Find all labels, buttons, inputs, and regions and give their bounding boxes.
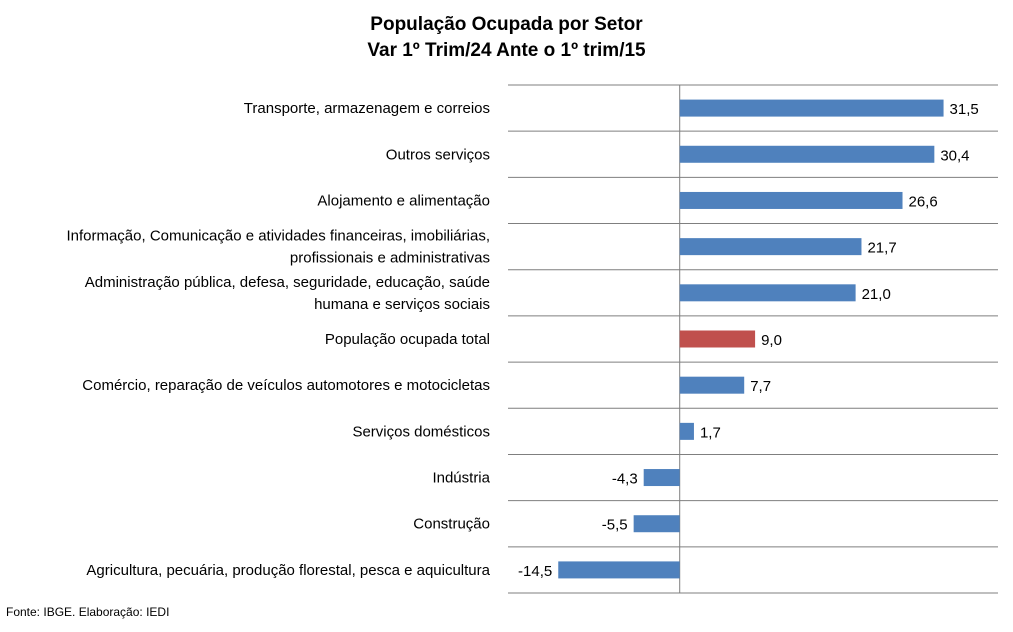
bar [679, 422, 694, 440]
data-label: 1,7 [700, 424, 721, 441]
category-label: Transporte, armazenagem e correios [244, 100, 490, 117]
bar [679, 238, 862, 256]
bar [679, 330, 756, 348]
category-label: Alojamento e alimentação [317, 192, 490, 209]
bar [679, 99, 944, 117]
data-label: 7,7 [750, 378, 771, 395]
data-label: 30,4 [940, 147, 969, 164]
category-label: Comércio, reparação de veículos automoto… [82, 377, 490, 394]
bar [679, 284, 856, 302]
chart-title-line-2: Var 1º Trim/24 Ante o 1º trim/15 [367, 40, 646, 61]
data-label: 31,5 [950, 101, 979, 118]
category-label: Construção [413, 516, 490, 533]
data-label: -5,5 [602, 517, 628, 534]
data-label: 21,7 [867, 240, 896, 257]
data-label: -4,3 [612, 471, 638, 488]
bar [679, 145, 935, 163]
category-label: Agricultura, pecuária, produção floresta… [86, 562, 490, 579]
category-label: Outros serviços [386, 146, 490, 163]
data-label: 21,0 [862, 286, 891, 303]
bar [558, 561, 680, 579]
data-label: 26,6 [909, 193, 938, 210]
bar [679, 191, 903, 209]
category-label: Informação, Comunicação e atividades fin… [66, 228, 490, 245]
bar [679, 376, 745, 394]
bar [633, 515, 680, 533]
data-label: 9,0 [761, 332, 782, 349]
category-label: humana e serviços sociais [314, 296, 490, 313]
chart-title: População Ocupada por Setor Var 1º Trim/… [0, 12, 1013, 64]
bar [643, 469, 680, 487]
source-note: Fonte: IBGE. Elaboração: IEDI [6, 605, 170, 619]
category-label: profissionais e administrativas [290, 250, 490, 267]
category-label: Administração pública, defesa, seguridad… [85, 274, 490, 291]
category-label: Serviços domésticos [352, 423, 490, 440]
category-label: Indústria [432, 470, 490, 487]
data-label: -14,5 [518, 563, 552, 580]
category-label: População ocupada total [325, 331, 490, 348]
chart-title-line-1: População Ocupada por Setor [370, 14, 643, 35]
